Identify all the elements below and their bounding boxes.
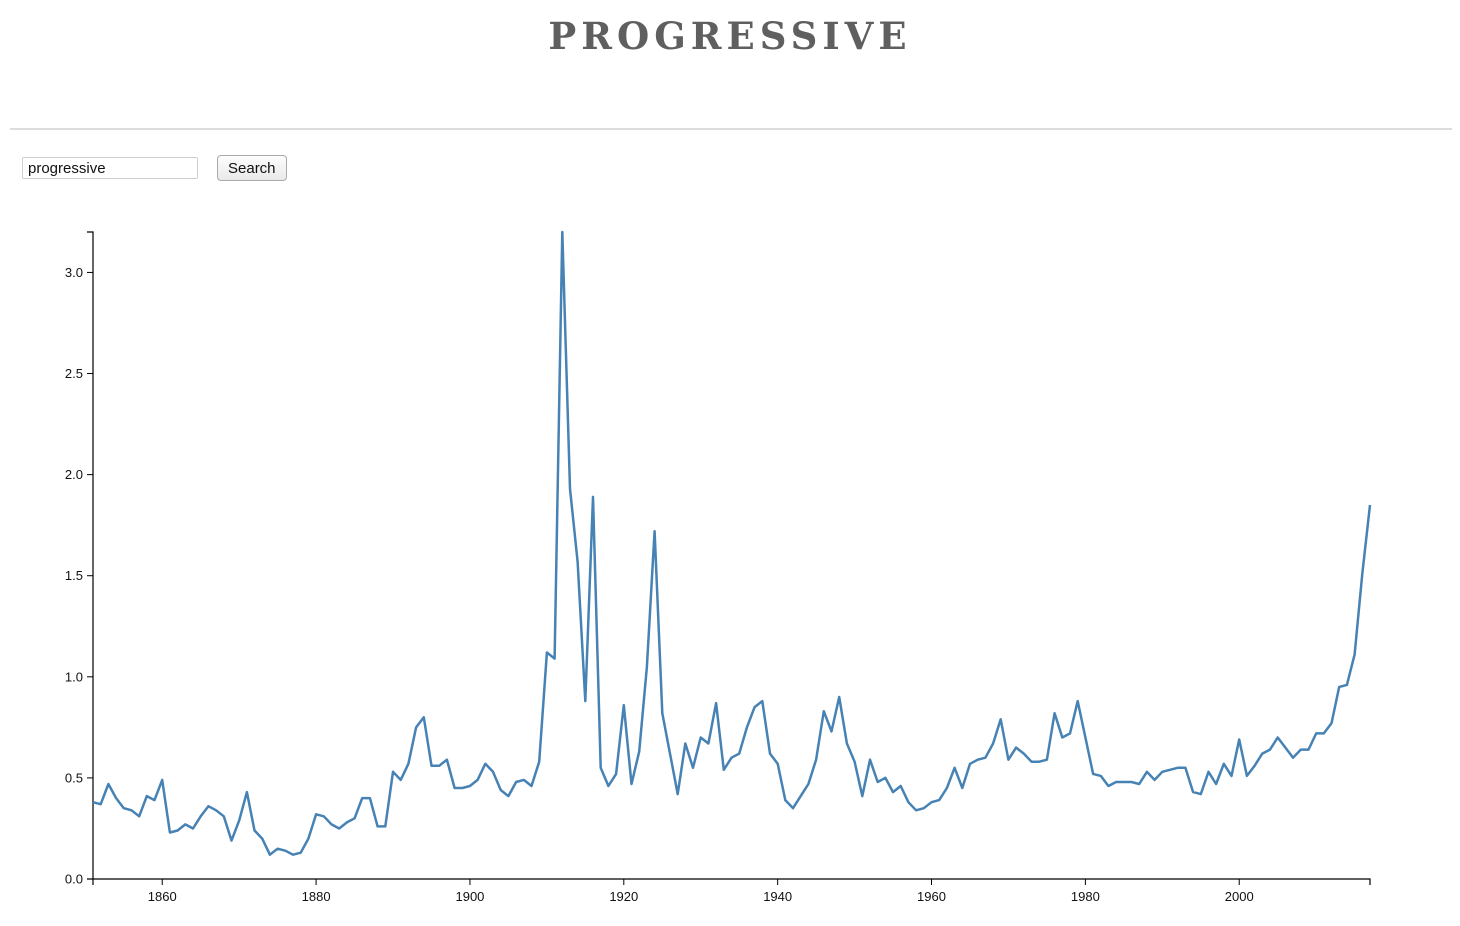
x-tick-label: 1980	[1071, 889, 1100, 904]
x-tick-label: 1920	[609, 889, 638, 904]
y-tick-label: 1.0	[65, 669, 83, 684]
x-tick-label: 1960	[917, 889, 946, 904]
x-axis-line	[92, 878, 1371, 885]
search-button[interactable]: Search	[217, 155, 287, 181]
search-bar: Search	[22, 155, 287, 181]
x-axis: 1860 1880 1900 1920 1940 1960 1980 2000	[92, 878, 1371, 904]
x-tick-label: 1880	[302, 889, 331, 904]
header-divider	[10, 128, 1452, 130]
y-tick-label: 1.5	[65, 568, 83, 583]
page-title: PROGRESSIVE	[548, 14, 912, 58]
series-line	[92, 230, 1372, 856]
search-input[interactable]	[22, 157, 198, 179]
y-tick-label: 2.5	[65, 366, 83, 381]
y-tick-label: 0.5	[65, 770, 83, 785]
y-tick-label: 3.0	[65, 265, 83, 280]
y-tick-label: 0.0	[65, 872, 83, 887]
y-axis-line	[87, 231, 94, 880]
x-tick-label: 2000	[1225, 889, 1254, 904]
x-tick-label: 1860	[148, 889, 177, 904]
y-tick-label: 2.0	[65, 467, 83, 482]
x-tick-label: 1900	[455, 889, 484, 904]
y-axis: 0.0 0.5 1.0 1.5 2.0 2.5 3.0	[65, 231, 94, 887]
x-tick-label: 1940	[763, 889, 792, 904]
